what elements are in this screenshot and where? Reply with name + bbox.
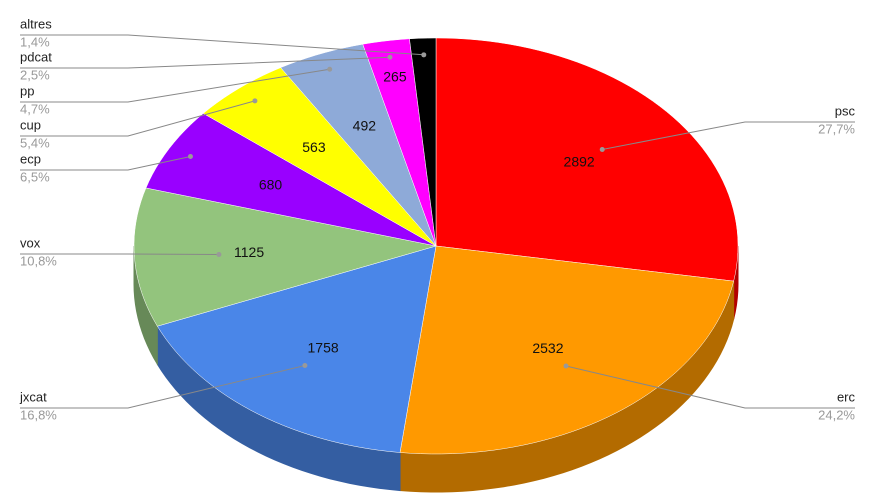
percent-label: 2,5% — [20, 67, 50, 82]
leader-dot — [387, 54, 393, 60]
data-label: 265 — [383, 69, 407, 85]
leader-dot — [563, 363, 569, 369]
leader-line — [602, 121, 855, 150]
legend-label: erc — [837, 389, 856, 404]
leader-line — [20, 100, 256, 137]
data-label: 492 — [353, 118, 377, 134]
data-label: 2892 — [564, 154, 595, 170]
percent-label: 5,4% — [20, 135, 50, 150]
leader-line — [20, 68, 330, 103]
data-label: 680 — [259, 176, 283, 192]
leader-dot — [421, 52, 427, 58]
slice — [145, 113, 437, 247]
legend-label: vox — [20, 235, 41, 250]
leader-dot — [599, 146, 605, 152]
data-label: 1758 — [308, 340, 339, 356]
slice — [409, 37, 437, 247]
leader-line — [20, 34, 424, 56]
leader-dot — [216, 251, 222, 257]
leader-dot — [327, 66, 333, 72]
percent-label: 27,7% — [818, 121, 855, 136]
leader-line — [565, 365, 855, 409]
percent-label: 16,8% — [20, 407, 57, 422]
slice — [362, 38, 437, 247]
legend-label: pp — [20, 83, 34, 98]
data-label: 563 — [302, 139, 326, 155]
slice — [435, 37, 739, 282]
percent-label: 1,4% — [20, 34, 50, 49]
percent-label: 6,5% — [20, 169, 50, 184]
leader-line — [20, 253, 219, 255]
leader-line — [20, 365, 306, 409]
slice — [280, 43, 437, 247]
slice — [156, 245, 437, 453]
leader-line — [20, 56, 391, 69]
slice — [399, 245, 734, 455]
percent-label: 4,7% — [20, 101, 50, 116]
data-label: 1125 — [234, 244, 264, 260]
legend-label: psc — [835, 103, 856, 118]
legend-label: jxcat — [19, 389, 47, 404]
legend-label: altres — [20, 16, 52, 31]
legend-label: cup — [20, 117, 41, 132]
legend-label: ecp — [20, 151, 41, 166]
slice — [202, 67, 437, 247]
percent-label: 10,8% — [20, 253, 57, 268]
percent-label: 24,2% — [818, 407, 855, 422]
data-label: 2532 — [532, 340, 563, 356]
leader-line — [20, 156, 191, 171]
legend-label: pdcat — [20, 49, 52, 64]
leader-dot — [252, 98, 258, 104]
slice — [133, 187, 437, 327]
leader-dot — [187, 153, 193, 159]
leader-dot — [302, 362, 308, 368]
